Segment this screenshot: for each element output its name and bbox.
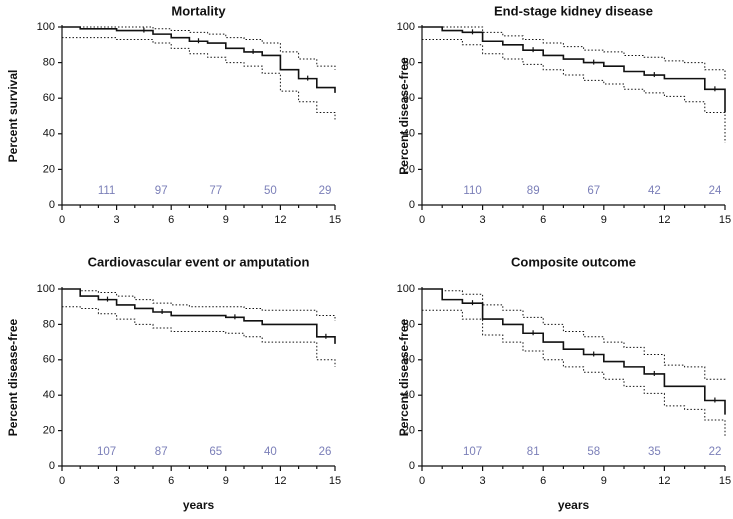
ci-upper-line bbox=[62, 288, 336, 321]
x-tick-label: 6 bbox=[168, 475, 174, 487]
survival-curve bbox=[62, 26, 336, 93]
x-tick-label: 3 bbox=[114, 214, 120, 226]
number-at-risk-label: 29 bbox=[319, 185, 332, 197]
y-tick-label: 40 bbox=[43, 128, 55, 140]
x-tick-label: 6 bbox=[168, 214, 174, 226]
number-at-risk-label: 58 bbox=[587, 446, 600, 458]
chart-panel-3: Cardiovascular event or amputation Percen… bbox=[6, 254, 341, 512]
y-tick-label: 100 bbox=[37, 21, 55, 33]
y-tick-label: 80 bbox=[43, 318, 55, 330]
number-at-risk-label: 24 bbox=[709, 185, 722, 197]
y-tick-label: 100 bbox=[397, 21, 415, 33]
y-tick-label: 100 bbox=[397, 283, 415, 295]
x-tick-label: 15 bbox=[719, 214, 731, 226]
x-tick-label: 3 bbox=[480, 475, 486, 487]
x-tick-label: 9 bbox=[601, 214, 607, 226]
chart-panel-4: Composite outcome Percent disease-free yea… bbox=[397, 254, 731, 512]
number-at-risk-label: 81 bbox=[527, 446, 540, 458]
y-tick-label: 80 bbox=[403, 318, 415, 330]
chart-title: Mortality bbox=[171, 3, 226, 18]
survival-curve bbox=[422, 288, 726, 415]
ci-lower-line bbox=[62, 306, 336, 367]
x-tick-label: 9 bbox=[223, 475, 229, 487]
y-tick-label: 80 bbox=[43, 57, 55, 69]
x-tick-label: 12 bbox=[274, 214, 286, 226]
y-axis-label: Percent disease-free bbox=[6, 318, 20, 436]
y-tick-label: 0 bbox=[49, 460, 55, 472]
y-tick-label: 60 bbox=[403, 92, 415, 104]
x-axis-label: years bbox=[183, 498, 215, 512]
y-tick-label: 20 bbox=[403, 163, 415, 175]
y-axis-label: Percent survival bbox=[6, 70, 20, 163]
x-tick-label: 3 bbox=[480, 214, 486, 226]
x-tick-label: 6 bbox=[540, 214, 546, 226]
number-at-risk-label: 77 bbox=[209, 185, 222, 197]
number-at-risk-label: 107 bbox=[463, 446, 482, 458]
y-tick-label: 60 bbox=[43, 354, 55, 366]
number-at-risk-label: 65 bbox=[209, 446, 222, 458]
y-tick-label: 20 bbox=[403, 425, 415, 437]
x-tick-label: 6 bbox=[540, 475, 546, 487]
y-tick-label: 0 bbox=[409, 460, 415, 472]
x-tick-label: 3 bbox=[114, 475, 120, 487]
number-at-risk-label: 22 bbox=[709, 446, 722, 458]
x-tick-label: 9 bbox=[223, 214, 229, 226]
chart-panel-1: Mortality Percent survival 0 20 40 60 80 100 0 3 6… bbox=[6, 3, 341, 225]
x-tick-label: 12 bbox=[658, 475, 670, 487]
number-at-risk-label: 26 bbox=[319, 446, 332, 458]
number-at-risk-label: 97 bbox=[155, 185, 168, 197]
number-at-risk-label: 40 bbox=[264, 446, 277, 458]
y-axis-label: Percent disease-free bbox=[397, 57, 411, 175]
x-axis-label: years bbox=[558, 498, 590, 512]
x-tick-label: 0 bbox=[59, 475, 65, 487]
y-tick-label: 40 bbox=[403, 389, 415, 401]
survival-curve bbox=[422, 26, 726, 113]
ci-upper-line bbox=[422, 288, 726, 382]
y-tick-label: 0 bbox=[49, 199, 55, 211]
y-tick-label: 40 bbox=[43, 389, 55, 401]
y-tick-label: 40 bbox=[403, 128, 415, 140]
number-at-risk-label: 87 bbox=[155, 446, 168, 458]
chart-panel-2: End-stage kidney disease Percent disease-… bbox=[397, 3, 731, 225]
number-at-risk-label: 110 bbox=[463, 185, 481, 197]
number-at-risk-label: 67 bbox=[587, 185, 600, 197]
number-at-risk-label: 50 bbox=[264, 185, 277, 197]
y-tick-label: 60 bbox=[403, 354, 415, 366]
number-at-risk-label: 42 bbox=[648, 185, 661, 197]
number-at-risk-label: 107 bbox=[97, 446, 116, 458]
chart-title: Composite outcome bbox=[511, 254, 636, 269]
x-tick-label: 0 bbox=[419, 475, 425, 487]
y-axis-label: Percent disease-free bbox=[397, 318, 411, 436]
x-tick-label: 0 bbox=[59, 214, 65, 226]
number-at-risk-label: 111 bbox=[98, 185, 115, 197]
ci-lower-line bbox=[422, 309, 726, 436]
ci-upper-line bbox=[62, 26, 336, 70]
x-tick-label: 15 bbox=[329, 475, 341, 487]
y-tick-label: 20 bbox=[43, 163, 55, 175]
y-tick-label: 20 bbox=[43, 425, 55, 437]
x-tick-label: 12 bbox=[274, 475, 286, 487]
number-at-risk-label: 35 bbox=[648, 446, 661, 458]
x-tick-label: 9 bbox=[601, 475, 607, 487]
chart-title: Cardiovascular event or amputation bbox=[88, 254, 310, 269]
x-tick-label: 15 bbox=[329, 214, 341, 226]
survival-curve bbox=[62, 288, 336, 344]
chart-title: End-stage kidney disease bbox=[494, 3, 653, 18]
y-tick-label: 80 bbox=[403, 57, 415, 69]
ci-lower-line bbox=[62, 37, 336, 120]
ci-upper-line bbox=[422, 26, 726, 81]
ci-lower-line bbox=[422, 38, 726, 143]
number-at-risk-label: 89 bbox=[527, 185, 540, 197]
y-tick-label: 0 bbox=[409, 199, 415, 211]
x-tick-label: 0 bbox=[419, 214, 425, 226]
x-tick-label: 15 bbox=[719, 475, 731, 487]
y-tick-label: 60 bbox=[43, 92, 55, 104]
y-tick-label: 100 bbox=[37, 283, 55, 295]
x-tick-label: 12 bbox=[658, 214, 670, 226]
